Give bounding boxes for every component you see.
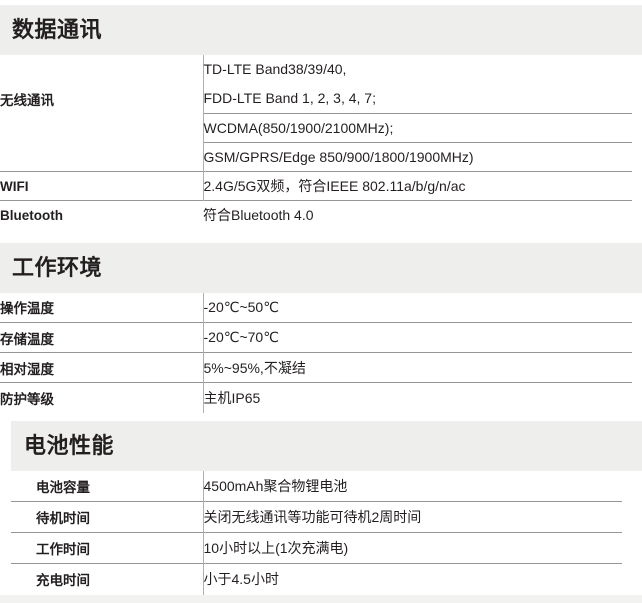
table-row: 待机时间 关闭无线通讯等功能可待机2周时间	[11, 501, 622, 533]
row-label-charging-time: 充电时间	[11, 563, 203, 595]
row-value-operating-temp: -20℃~50℃	[202, 292, 632, 323]
table-row: 电池容量 4500mAh聚合物锂电池	[11, 470, 622, 502]
table-row: 无线通讯 TD-LTE Band38/39/40, FDD-LTE Band 1…	[0, 55, 632, 114]
section-header-battery-performance: 电池性能	[11, 420, 642, 471]
table-row: 工作时间 10小时以上(1次充满电)	[11, 532, 622, 564]
row-value-wireless-wcdma: WCDMA(850/1900/2100MHz);	[202, 113, 632, 143]
row-label-wifi: WIFI	[0, 171, 203, 201]
row-value-wireless-gsm: GSM/GPRS/Edge 850/900/1800/1900MHz)	[202, 142, 632, 172]
table-row: 操作温度 -20℃~50℃	[0, 292, 632, 323]
row-label-standby-time: 待机时间	[11, 501, 203, 533]
table-row: WIFI 2.4G/5G双频，符合IEEE 802.11a/b/g/n/ac	[0, 171, 632, 201]
value-line: TD-LTE Band38/39/40,	[203, 61, 347, 77]
row-value-standby-time: 关闭无线通讯等功能可待机2周时间	[202, 501, 622, 533]
table-row: Bluetooth 符合Bluetooth 4.0	[0, 200, 632, 230]
row-value-bluetooth: 符合Bluetooth 4.0	[203, 200, 632, 230]
table-row: WCDMA(850/1900/2100MHz);	[0, 113, 632, 143]
row-label-storage-temp: 存储温度	[0, 322, 203, 353]
spec-table-battery-performance: 电池容量 4500mAh聚合物锂电池 待机时间 关闭无线通讯等功能可待机2周时间…	[11, 470, 622, 595]
value-line: FDD-LTE Band 1, 2, 3, 4, 7;	[203, 90, 376, 106]
table-row: 充电时间 小于4.5小时	[11, 563, 622, 595]
table-row: GSM/GPRS/Edge 850/900/1800/1900MHz)	[0, 142, 632, 172]
section-spacer-1	[0, 230, 642, 243]
table-row: 存储温度 -20℃~70℃	[0, 322, 632, 353]
spec-table-data-communication: 无线通讯 TD-LTE Band38/39/40, FDD-LTE Band 1…	[0, 55, 632, 230]
row-label-operating-temp: 操作温度	[0, 301, 54, 317]
section-spacer-2	[0, 413, 642, 421]
bottom-band	[0, 594, 642, 603]
row-label-wireless: 无线通讯	[0, 92, 54, 108]
section-title: 电池性能	[24, 432, 115, 458]
row-value-working-time: 10小时以上(1次充满电)	[202, 532, 622, 564]
row-value-storage-temp: -20℃~70℃	[202, 322, 632, 353]
section-header-data-communication: 数据通讯	[0, 5, 642, 55]
row-label-humidity: 相对湿度	[0, 352, 203, 383]
section-title: 数据通讯	[12, 17, 103, 42]
row-value-wifi: 2.4G/5G双频，符合IEEE 802.11a/b/g/n/ac	[202, 171, 632, 201]
row-value-battery-capacity: 4500mAh聚合物锂电池	[202, 470, 622, 502]
row-value-protection-rating: 主机IP65	[202, 382, 632, 413]
section-header-working-environment: 工作环境	[0, 242, 642, 293]
row-label-working-time: 工作时间	[11, 532, 203, 564]
row-value-humidity: 5%~95%,不凝结	[202, 352, 632, 383]
row-label-protection-rating: 防护等级	[0, 382, 203, 413]
row-label-bluetooth: Bluetooth	[0, 200, 203, 230]
row-value-wireless-lte: TD-LTE Band38/39/40, FDD-LTE Band 1, 2, …	[202, 55, 632, 114]
row-label-wireless-cont	[0, 143, 203, 172]
table-row: 相对湿度 5%~95%,不凝结	[0, 352, 632, 383]
spec-table-working-environment: 操作温度 -20℃~50℃ 存储温度 -20℃~70℃ 相对湿度 5%~95%,…	[0, 292, 632, 413]
section-title: 工作环境	[12, 254, 103, 280]
row-label-battery-capacity: 电池容量	[36, 479, 90, 495]
row-value-charging-time: 小于4.5小时	[202, 563, 622, 595]
table-row: 防护等级 主机IP65	[0, 382, 632, 413]
